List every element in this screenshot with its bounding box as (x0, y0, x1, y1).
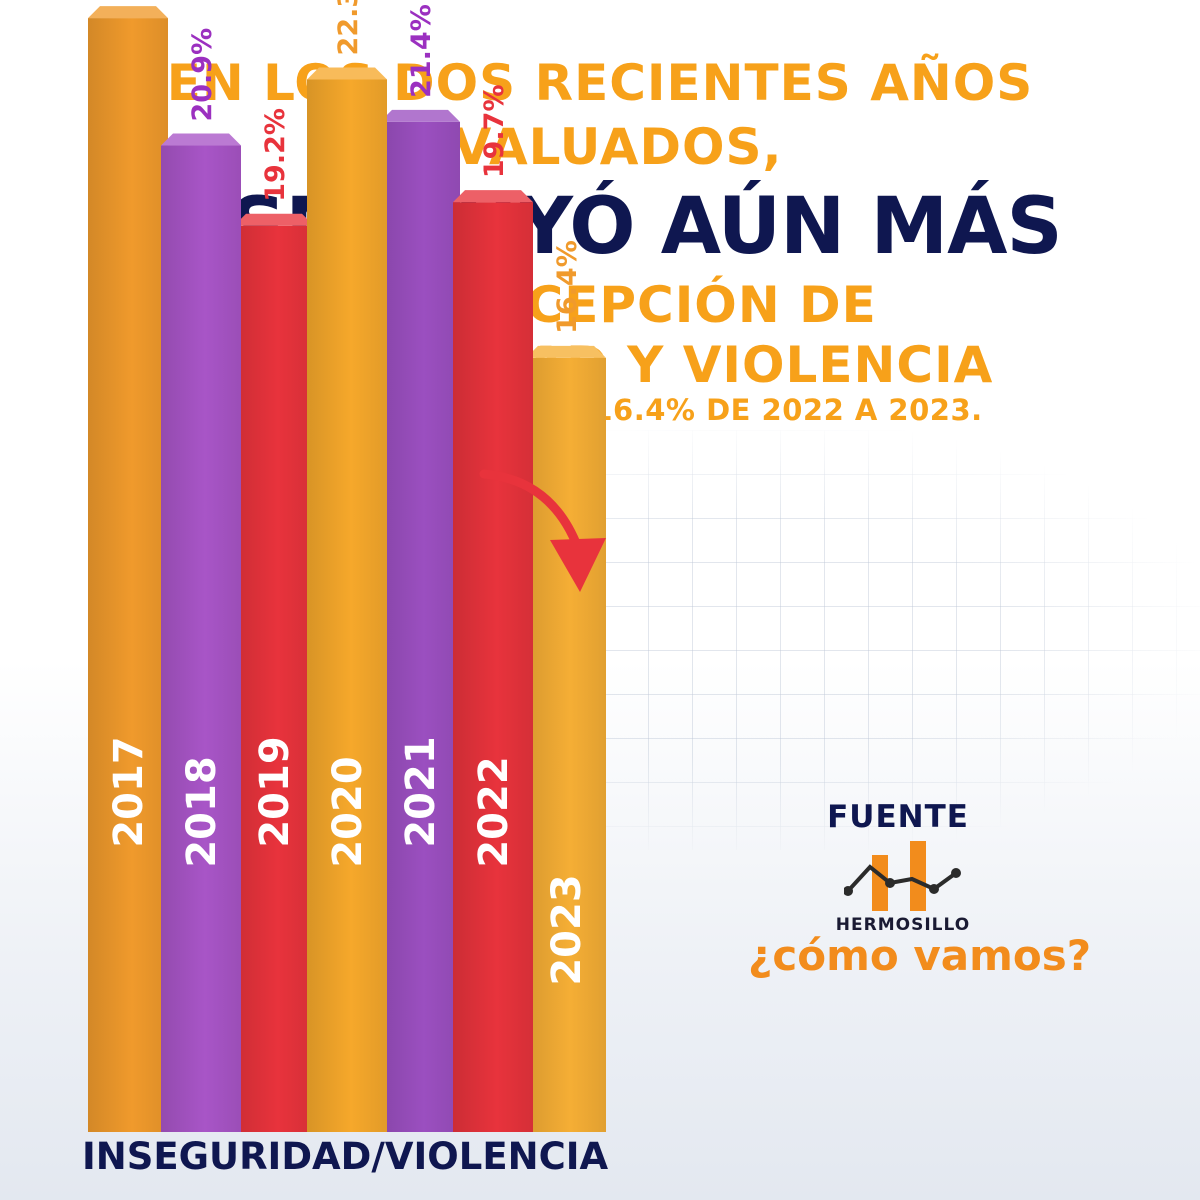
logo-dot (844, 886, 853, 896)
bar-group-2019: 2019 19.2% (234, 108, 314, 1132)
logo-bar-right (910, 841, 926, 911)
bar-group-2018: 2018 20.9% (161, 28, 241, 1132)
bar (307, 79, 387, 1133)
bar (526, 357, 606, 1132)
value-label: 21.4% (406, 4, 437, 98)
category-label: 2021 (398, 736, 444, 847)
category-label: 2017 (106, 736, 152, 847)
bar (234, 225, 314, 1132)
background-grid (560, 430, 1200, 850)
bar (380, 121, 460, 1133)
bar-top (380, 109, 460, 122)
bar-top (234, 213, 314, 226)
category-label: 2019 (252, 736, 298, 847)
logo-city-name: HERMOSILLO (835, 915, 971, 935)
logo-dot (951, 868, 961, 878)
value-label: 16.4% (552, 240, 583, 334)
x-axis-label: INSEGURIDAD/VIOLENCIA (82, 1135, 609, 1178)
logo-tagline: ¿cómo vamos? (748, 931, 1092, 980)
logo-dot (929, 884, 939, 894)
value-label: 19.7% (479, 84, 510, 178)
value-label: 22.3% (333, 0, 364, 55)
value-label: 19.2% (260, 108, 291, 202)
bar-group-2017: 201723.6% (88, 6, 168, 1133)
value-label: 20.9% (187, 28, 218, 122)
logo-trend-line (846, 864, 958, 893)
logo-dot (885, 878, 895, 888)
category-label: 2020 (325, 756, 371, 867)
category-label: 2023 (544, 874, 590, 985)
bar (88, 18, 168, 1133)
category-label: 2018 (179, 756, 225, 867)
bar-top (161, 133, 241, 146)
headline-line-2: EVALUADOS, (417, 118, 783, 176)
logo-bar-left (872, 855, 888, 911)
bar-group-2023: 2023 16.4% (526, 240, 606, 1132)
bar (453, 202, 533, 1132)
bar-line-chart-icon (844, 841, 961, 911)
source-label: FUENTE (827, 799, 969, 835)
source-block: FUENTE HERMOSILLO ¿cómo vamos? (748, 795, 1158, 995)
bar-top (88, 6, 168, 19)
bar-top (526, 345, 606, 358)
trend-arrow-head (550, 538, 606, 592)
bar-group-2022: 2022 19.7% (453, 84, 533, 1132)
bar-group-2021: 2021 21.4% (380, 4, 460, 1133)
bar (161, 145, 241, 1132)
bar-group-2020: 2020 22.3% (307, 0, 387, 1133)
bar-top (307, 67, 387, 80)
trend-arrow (479, 469, 583, 553)
bar-top (453, 190, 533, 203)
category-label: 2022 (471, 756, 517, 867)
